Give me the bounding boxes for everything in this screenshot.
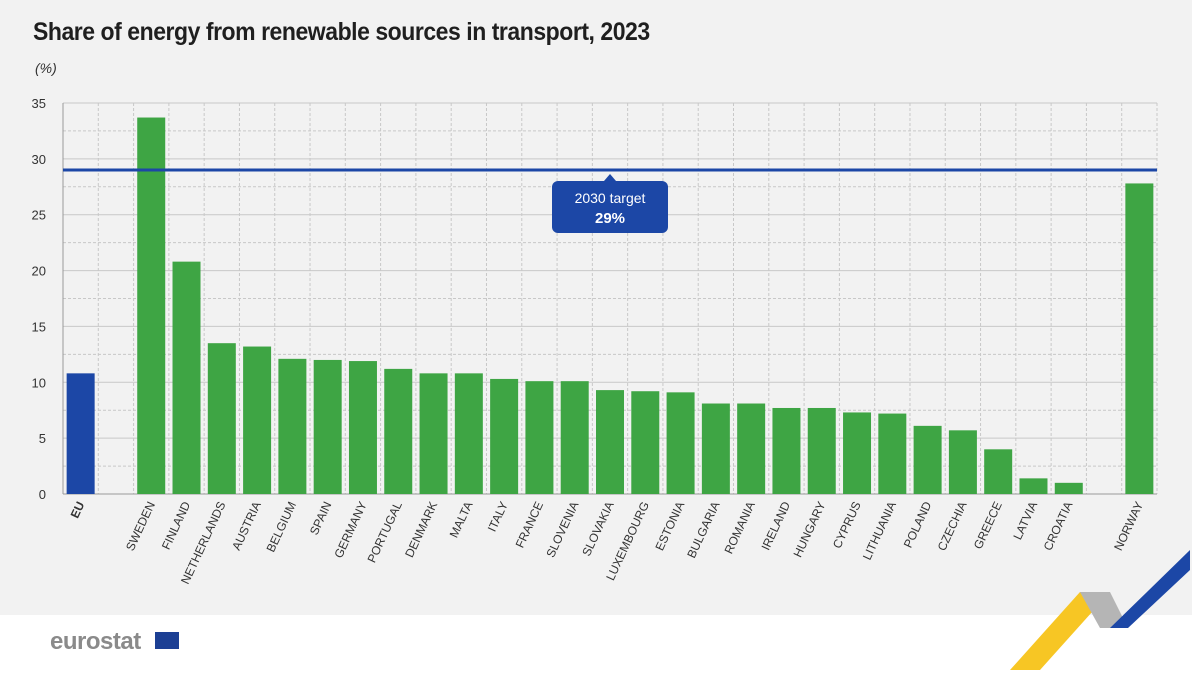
bar-luxembourg xyxy=(631,391,660,494)
x-tick-label: MALTA xyxy=(447,499,476,540)
x-tick-label: CZECHIA xyxy=(935,499,970,553)
x-tick-label: SLOVENIA xyxy=(543,499,581,559)
x-tick-label: ROMANIA xyxy=(722,499,758,556)
bar-estonia xyxy=(666,392,695,494)
bar-hungary xyxy=(807,407,836,494)
eurostat-logo: eurostat xyxy=(50,628,141,655)
y-tick-label: 35 xyxy=(32,96,46,111)
x-tick-label: ESTONIA xyxy=(652,499,687,552)
bar-denmark xyxy=(419,373,448,494)
x-tick-label: POLAND xyxy=(901,499,935,550)
y-tick-label: 0 xyxy=(39,487,46,502)
y-tick-label: 20 xyxy=(32,264,46,279)
bar-romania xyxy=(737,403,766,494)
x-tick-label: FRANCE xyxy=(513,499,547,550)
unit-label: (%) xyxy=(35,60,57,76)
bar-latvia xyxy=(1019,478,1048,494)
x-tick-label: AUSTRIA xyxy=(229,499,264,552)
bar-portugal xyxy=(384,368,413,494)
y-tick-label: 10 xyxy=(32,375,46,390)
bar-italy xyxy=(490,378,519,494)
x-tick-label: BELGIUM xyxy=(264,499,300,554)
bar-czechia xyxy=(948,430,977,494)
bar-greece xyxy=(984,449,1013,494)
bar-poland xyxy=(913,425,942,494)
chart-title: Share of energy from renewable sources i… xyxy=(33,18,650,46)
x-tick-label: NORWAY xyxy=(1111,499,1146,552)
target-callout-pointer xyxy=(604,174,616,181)
bar-slovenia xyxy=(560,381,589,494)
bar-spain xyxy=(313,359,342,494)
x-tick-label: HUNGARY xyxy=(791,499,829,559)
bar-france xyxy=(525,381,554,494)
decorative-chevron-icon xyxy=(1010,550,1190,670)
bar-belgium xyxy=(278,358,307,494)
bar-malta xyxy=(454,373,483,494)
bar-slovakia xyxy=(596,390,624,494)
x-tick-label: DENMARK xyxy=(402,499,440,559)
y-tick-label: 30 xyxy=(32,152,46,167)
bar-ireland xyxy=(772,407,801,494)
target-callout xyxy=(552,181,668,233)
bar-cyprus xyxy=(843,412,872,494)
x-tick-label: CROATIA xyxy=(1041,499,1076,552)
bar-sweden xyxy=(137,117,166,494)
x-tick-label: SLOVAKIA xyxy=(579,499,616,558)
x-tick-label: GREECE xyxy=(971,499,1005,551)
y-tick-label: 25 xyxy=(32,208,46,223)
x-tick-label: LITHUANIA xyxy=(860,499,899,562)
bar-netherlands xyxy=(207,343,236,494)
x-tick-label: ITALY xyxy=(485,499,511,534)
target-value: 29% xyxy=(595,210,625,227)
bar-lithuania xyxy=(878,413,907,494)
bar-eu xyxy=(66,373,95,494)
x-tick-label: PORTUGAL xyxy=(364,499,405,565)
y-tick-label: 5 xyxy=(39,431,46,446)
x-tick-label: LATVIA xyxy=(1010,499,1040,542)
y-tick-label: 15 xyxy=(32,319,46,334)
bar-austria xyxy=(243,346,272,494)
x-tick-label: CYPRUS xyxy=(830,499,864,550)
bar-germany xyxy=(348,361,377,494)
bar-croatia xyxy=(1054,482,1083,494)
bar-finland xyxy=(172,261,201,494)
bar-bulgaria xyxy=(701,403,730,494)
x-tick-label: EU xyxy=(68,499,88,520)
bar-norway xyxy=(1125,183,1154,495)
x-tick-label: BULGARIA xyxy=(684,499,722,560)
x-tick-label: GERMANY xyxy=(331,499,369,560)
x-tick-label: SPAIN xyxy=(307,499,335,537)
target-label: 2030 target xyxy=(575,190,646,206)
eu-flag-icon xyxy=(155,632,179,649)
x-tick-label: IRELAND xyxy=(758,499,793,552)
x-tick-label: SWEDEN xyxy=(123,499,158,553)
x-tick-label: FINLAND xyxy=(159,499,194,552)
